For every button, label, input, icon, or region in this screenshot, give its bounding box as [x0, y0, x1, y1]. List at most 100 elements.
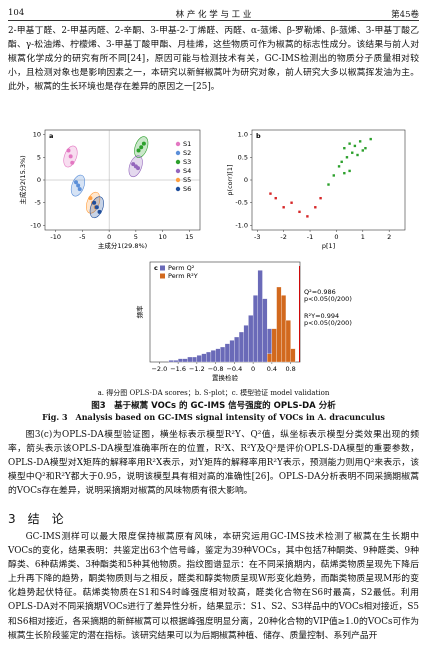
x-tick-label: 0 [251, 365, 255, 373]
panel-label: b [256, 132, 261, 140]
bar [276, 286, 282, 363]
x-tick-label: 0.8 [285, 365, 295, 373]
legend-label: S4 [183, 167, 191, 175]
point [70, 160, 75, 165]
bar [238, 331, 244, 363]
y-axis-label: 主成分2(15.3%) [18, 155, 27, 204]
x-tick-label: 10 [158, 233, 166, 241]
x-tick-label: 0.4 [267, 365, 277, 373]
x-tick-label: −1.2 [189, 365, 205, 373]
y-axis-label: p(corr)[1] [226, 164, 234, 195]
point [94, 205, 99, 210]
x-tick-label: -10 [50, 233, 61, 241]
x-tick-label: -3 [254, 233, 260, 241]
bar [196, 355, 202, 363]
point [68, 154, 73, 159]
legend-marker [175, 168, 181, 174]
x-axis-label: p[1] [322, 242, 335, 250]
x-tick-label: -5 [79, 233, 85, 241]
point [332, 174, 335, 177]
bar [290, 348, 296, 363]
x-axis-label: 主成分1(29.8%) [98, 241, 147, 250]
legend-marker [160, 273, 165, 279]
caption-parts: a. 得分图 OPLS-DA scores；b. S-plot；c. 模型验证 … [97, 389, 330, 397]
bar [267, 353, 273, 363]
y-tick-label: 1.0 [238, 131, 248, 139]
paragraph: 2-甲基丁醛、2-甲基丙醛、2-辛酮、3-甲基-2-丁烯醛、丙醛、α-蒎烯、β-… [8, 26, 419, 93]
x-tick-label: -2 [280, 233, 286, 241]
point [139, 145, 144, 150]
point [141, 141, 146, 146]
bar [210, 350, 216, 363]
panel-label: a [49, 132, 53, 140]
point [343, 171, 346, 175]
x-tick-label: -1 [307, 233, 313, 241]
y-tick-label: 0 [244, 176, 248, 184]
point [337, 165, 341, 168]
point [306, 215, 309, 218]
x-tick-label: 0 [107, 233, 111, 241]
bar [252, 295, 258, 363]
bar [229, 340, 235, 363]
point [361, 149, 364, 152]
figure: -10 -5 0 5 10 15-10-50510主成分1(29.8%)主成分2(15.3… [18, 129, 406, 382]
x-tick-label: 2 [387, 233, 391, 241]
point [348, 142, 351, 145]
point [319, 196, 322, 200]
x-tick-label: −2.0 [151, 365, 167, 373]
point [97, 209, 102, 214]
legend-label: S6 [183, 185, 191, 193]
bar [248, 315, 254, 363]
y-tick-label: -1.0 [235, 221, 248, 229]
x-tick-label: 0 [334, 233, 338, 241]
point [343, 146, 346, 150]
point [66, 148, 71, 153]
y-tick-label: 5 [37, 153, 41, 161]
legend-marker [175, 141, 181, 147]
point [77, 187, 82, 192]
annotation-label: R²Y=0.994 [304, 312, 339, 320]
point [76, 183, 81, 188]
annotation-note: p<0.05(0/200) [304, 295, 352, 303]
x-tick-label: −1.6 [170, 365, 186, 373]
bar [206, 351, 212, 363]
point [290, 201, 293, 204]
legend-label: S3 [183, 158, 191, 166]
legend-marker [175, 177, 181, 183]
point [74, 180, 78, 185]
paragraph: 图3(c)为OPLS-DA模型验证图，横坐标表示模型R²Y、Q²值，纵坐标表示模… [8, 430, 419, 497]
point [369, 137, 372, 141]
bar [243, 325, 249, 363]
plot-frame [251, 129, 406, 231]
point [282, 206, 285, 209]
point [340, 160, 343, 164]
volume: 第45卷 [391, 10, 419, 20]
journal: 林 产 化 学 与 工 业 [175, 10, 252, 20]
point [356, 153, 359, 157]
x-tick-label: −0.8 [208, 365, 224, 373]
bar [285, 320, 291, 363]
page-number: 104 [8, 8, 25, 18]
header: 104 林 产 化 学 与 工 业 第45卷 [8, 6, 419, 21]
point [345, 156, 349, 159]
bar [201, 353, 207, 363]
point [351, 151, 354, 154]
point [269, 192, 272, 195]
x-tick-label: 5 [134, 233, 138, 241]
y-tick-label: 0.5 [238, 153, 248, 161]
bar [182, 358, 188, 363]
point [131, 162, 136, 167]
y-tick-label: -5 [35, 199, 41, 207]
panel-label: c [154, 264, 158, 272]
bar [271, 328, 277, 363]
caption-cn: 图3 基于椒蒿 VOCs 的 GC-IMS 信号强度的 OPLS-DA 分析 [91, 401, 336, 411]
bar [177, 358, 183, 363]
bar [224, 343, 230, 363]
bar [262, 298, 268, 363]
point [358, 140, 362, 143]
point [327, 183, 330, 186]
x-axis-label: 置换检验 [212, 373, 239, 382]
y-axis-label: 频率 [135, 305, 144, 319]
point [353, 144, 357, 148]
